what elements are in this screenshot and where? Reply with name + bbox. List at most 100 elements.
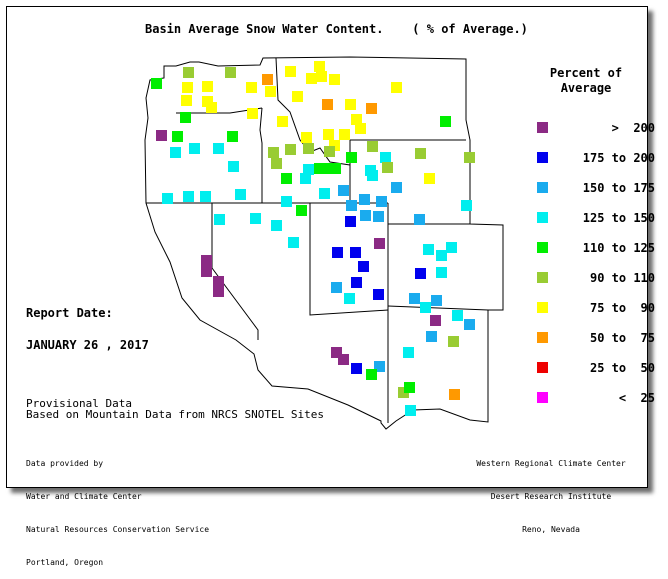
legend-label: 25 to 50 (589, 361, 655, 375)
basin-marker (345, 216, 356, 227)
basin-marker (247, 108, 258, 119)
legend-label: 50 to 75 (589, 331, 655, 345)
legend-title: Percent of Average (549, 66, 623, 95)
credit-right-line: Reno, Nevada (522, 525, 580, 534)
basin-marker (346, 200, 357, 211)
basin-marker (464, 152, 475, 163)
basin-marker (316, 71, 327, 82)
basin-marker (314, 163, 325, 174)
basin-marker (285, 144, 296, 155)
basin-marker (265, 86, 276, 97)
state-boundaries (144, 56, 504, 430)
basin-marker (180, 112, 191, 123)
basin-marker (367, 141, 378, 152)
legend-label: 175 to 200 (582, 151, 655, 165)
basin-marker (330, 163, 341, 174)
legend-label: 125 to 150 (582, 211, 655, 225)
basin-marker (345, 99, 356, 110)
basin-marker (415, 148, 426, 159)
basin-marker (301, 132, 312, 143)
basin-marker (338, 185, 349, 196)
basin-marker (151, 78, 162, 89)
legend-label: 150 to 175 (582, 181, 655, 195)
basin-marker (202, 96, 213, 107)
basin-marker (351, 277, 362, 288)
basin-marker (374, 238, 385, 249)
basin-marker (436, 267, 447, 278)
basin-marker (227, 131, 238, 142)
basin-marker (300, 173, 311, 184)
basin-marker (405, 405, 416, 416)
credit-left-line: Data provided by (26, 459, 104, 468)
basin-marker (366, 103, 377, 114)
map-title: Basin Average Snow Water Content. ( % of… (145, 22, 528, 36)
credit-left-line: Water and Climate Center (26, 492, 142, 501)
basin-marker (271, 220, 282, 231)
basin-marker (319, 188, 330, 199)
basin-marker (424, 173, 435, 184)
basin-marker (250, 213, 261, 224)
basin-marker (296, 205, 307, 216)
legend-swatch (537, 242, 548, 253)
basin-marker (350, 247, 361, 258)
basin-marker (366, 369, 377, 380)
basin-marker (228, 161, 239, 172)
basin-marker (382, 162, 393, 173)
basin-marker (329, 140, 340, 151)
basin-marker (323, 129, 334, 140)
basin-marker (431, 295, 442, 306)
basin-marker (373, 289, 384, 300)
basin-marker (201, 255, 212, 266)
basin-marker (358, 261, 369, 272)
basin-marker (225, 67, 236, 78)
basin-marker (183, 191, 194, 202)
credit-left-line: Portland, Oregon (26, 558, 104, 567)
report-date-value: JANUARY 26 , 2017 (26, 338, 149, 352)
basin-marker (404, 382, 415, 393)
western-us-map (144, 56, 504, 430)
legend-swatch (537, 212, 548, 223)
basin-marker (213, 276, 224, 287)
basin-marker (374, 361, 385, 372)
credit-right-line: Western Regional Climate Center (476, 459, 626, 468)
basin-marker (430, 315, 441, 326)
credits-right: Western Regional Climate Center Desert R… (470, 436, 632, 546)
basin-marker (329, 74, 340, 85)
basin-marker (156, 130, 167, 141)
basin-marker (355, 123, 366, 134)
basin-marker (376, 196, 387, 207)
basin-marker (213, 143, 224, 154)
basin-marker (398, 387, 409, 398)
basin-marker (202, 81, 213, 92)
basin-marker (367, 170, 378, 181)
basin-marker (303, 164, 314, 175)
basin-marker (285, 66, 296, 77)
legend-swatch (537, 152, 548, 163)
legend-label: 110 to 125 (582, 241, 655, 255)
basin-marker (449, 389, 460, 400)
basin-marker (446, 242, 457, 253)
basin-marker (414, 214, 425, 225)
basin-marker (338, 354, 349, 365)
basin-marker (346, 152, 357, 163)
basin-marker (440, 116, 451, 127)
basin-marker (373, 211, 384, 222)
basin-marker (322, 99, 333, 110)
legend-swatch (537, 302, 548, 313)
basin-marker (423, 244, 434, 255)
basin-marker (461, 200, 472, 211)
basin-marker (281, 196, 292, 207)
basin-marker (303, 143, 314, 154)
basin-marker (415, 268, 426, 279)
basin-marker (391, 82, 402, 93)
credit-left-line: Natural Resources Conservation Service (26, 525, 210, 534)
legend-label: > 200 (611, 121, 655, 135)
basin-marker (464, 319, 475, 330)
legend-label: 75 to 90 (589, 301, 655, 315)
report-date-label: Report Date: (26, 306, 113, 320)
basin-marker (277, 116, 288, 127)
basin-marker (426, 331, 437, 342)
provisional-line-1: Provisional Data (26, 397, 132, 410)
basin-marker (170, 147, 181, 158)
basin-marker (380, 152, 391, 163)
